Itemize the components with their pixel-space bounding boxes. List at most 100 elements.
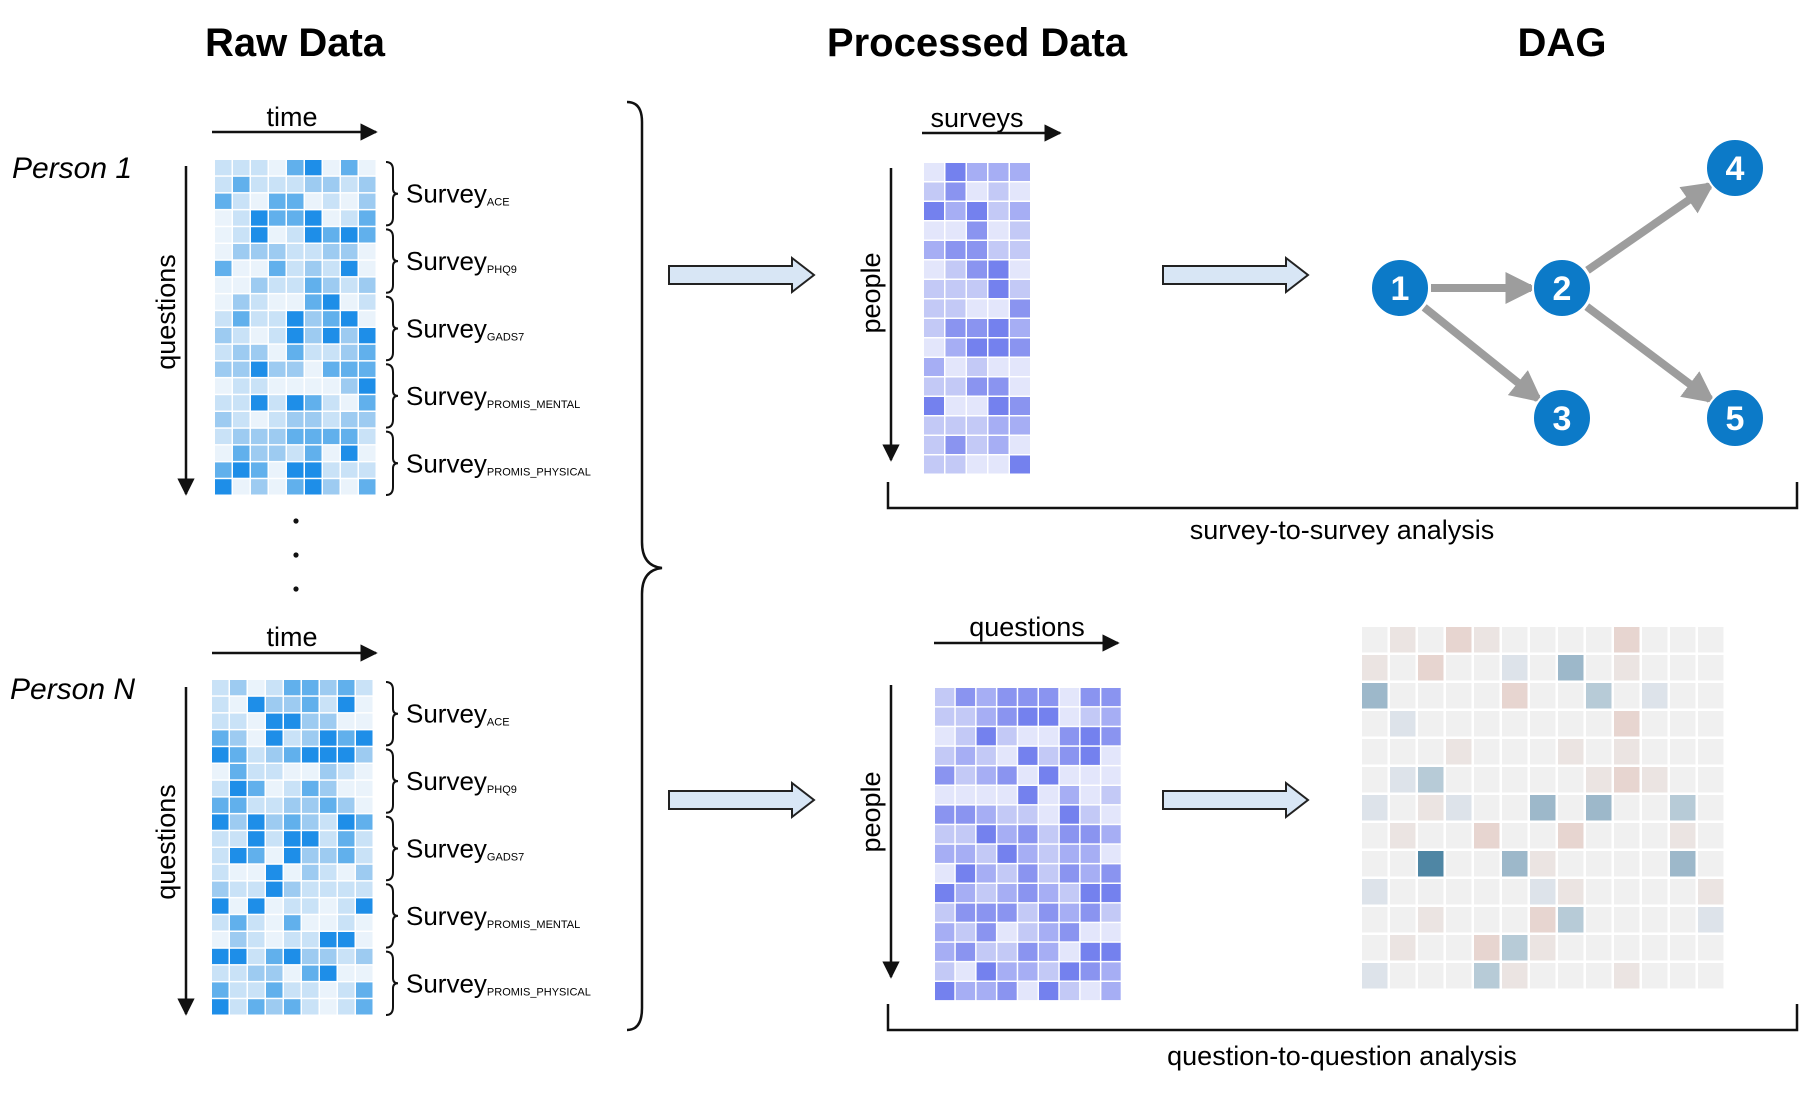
heatmap-cell [1502, 823, 1528, 849]
grid-cell [359, 160, 376, 176]
grid-cell [284, 915, 301, 931]
heatmap-cell [1670, 767, 1696, 793]
grid-cell [924, 455, 944, 474]
grid-cell [359, 260, 376, 277]
grid-cell [1018, 766, 1038, 785]
grid-cell [215, 311, 232, 327]
heatmap-cell [1614, 879, 1640, 905]
grid-cell [1080, 844, 1100, 863]
grid-cell [1010, 338, 1030, 357]
heatmap-cell [1502, 767, 1528, 793]
heatmap-cell [1474, 963, 1500, 989]
heatmap-cell [1474, 879, 1500, 905]
dag-title: DAG [1518, 21, 1607, 65]
grid-cell [233, 193, 250, 209]
heatmap-cell [1642, 795, 1668, 821]
grid-cell [266, 696, 283, 713]
grid-cell [320, 864, 337, 881]
grid-cell [338, 680, 355, 696]
grid-cell [248, 999, 265, 1015]
heatmap-cell [1698, 823, 1724, 849]
grid-cell [212, 730, 229, 746]
grid-cell [341, 193, 358, 209]
grid-cell [1101, 766, 1121, 785]
grid-cell [955, 727, 976, 746]
grid-cell [1080, 766, 1100, 785]
grid-cell [1080, 884, 1100, 903]
heatmap-cell [1642, 627, 1668, 653]
grid-cell [305, 328, 322, 344]
grid-cell [976, 962, 996, 981]
heatmap-cell [1390, 907, 1416, 933]
grid-cell [359, 311, 376, 327]
grid-cell [359, 395, 376, 411]
grid-cell [230, 898, 247, 914]
heatmap-cell [1390, 823, 1416, 849]
dag-node-label: 5 [1726, 400, 1745, 438]
grid-cell [1010, 163, 1030, 181]
grid-cell [320, 898, 337, 914]
grid-cell [1039, 844, 1059, 863]
grid-cell [935, 923, 955, 942]
grid-cell [233, 412, 250, 428]
grid-cell [305, 210, 322, 226]
grid-cell [230, 999, 247, 1015]
heatmap-cell [1558, 627, 1584, 653]
grid-cell [248, 848, 265, 864]
grid-cell [305, 260, 322, 277]
grid-cell [1080, 864, 1100, 883]
grid-cell [1010, 221, 1030, 240]
heatmap-cell [1418, 627, 1444, 653]
grid-cell [305, 378, 322, 394]
survey-labels: SurveyACE SurveyPHQ9 SurveyGADS7 SurveyPROM… [406, 699, 591, 999]
grid-cell [1059, 805, 1080, 824]
grid-cell [1039, 903, 1059, 922]
survey-brace [385, 681, 399, 747]
grid-cell [924, 377, 944, 396]
grid-cell [1080, 825, 1100, 844]
grid-cell [997, 884, 1017, 903]
heatmap-cell [1558, 683, 1584, 709]
heatmap-cell [1586, 823, 1612, 849]
grid-cell [287, 462, 304, 478]
survey-braces [385, 161, 399, 496]
grid-cell [269, 193, 286, 209]
grid-cell [976, 923, 996, 942]
heatmap-cell [1418, 879, 1444, 905]
grid-cell [266, 730, 283, 746]
grid-cell [1101, 884, 1121, 903]
heatmap-cell [1362, 963, 1388, 989]
grid-cell [215, 328, 232, 344]
grid-cell [215, 361, 232, 377]
grid-cell [341, 344, 358, 361]
grid-cell [955, 962, 976, 981]
grid-cell [997, 766, 1017, 785]
grid-cell [1101, 786, 1121, 805]
grid-cell [284, 696, 301, 713]
grid-cell [248, 915, 265, 931]
survey-label: SurveyPROMIS_MENTAL [406, 901, 580, 931]
survey-analysis-bracket [886, 482, 1799, 510]
grid-cell [287, 344, 304, 361]
grid-cell [233, 428, 250, 445]
heatmap-cell [1362, 935, 1388, 961]
grid-cell [935, 942, 955, 961]
heatmap-cell [1502, 655, 1528, 681]
heatmap-cell [1530, 655, 1556, 681]
grid-cell [955, 884, 976, 903]
grid-cell [233, 361, 250, 377]
grid-cell [997, 864, 1017, 883]
grid-cell [976, 805, 996, 824]
heatmap-cell [1698, 711, 1724, 737]
grid-cell [1080, 962, 1100, 981]
heatmap-cell [1614, 767, 1640, 793]
grid-cell [248, 982, 265, 998]
grid-cell [230, 680, 247, 696]
grid-cell [997, 982, 1017, 1001]
grid-cell [967, 260, 987, 279]
heatmap-cell [1362, 823, 1388, 849]
grid-cell [945, 280, 966, 298]
grid-cell [356, 831, 373, 847]
survey-label: SurveyPHQ9 [406, 246, 517, 276]
grid-cell [1101, 982, 1121, 1001]
